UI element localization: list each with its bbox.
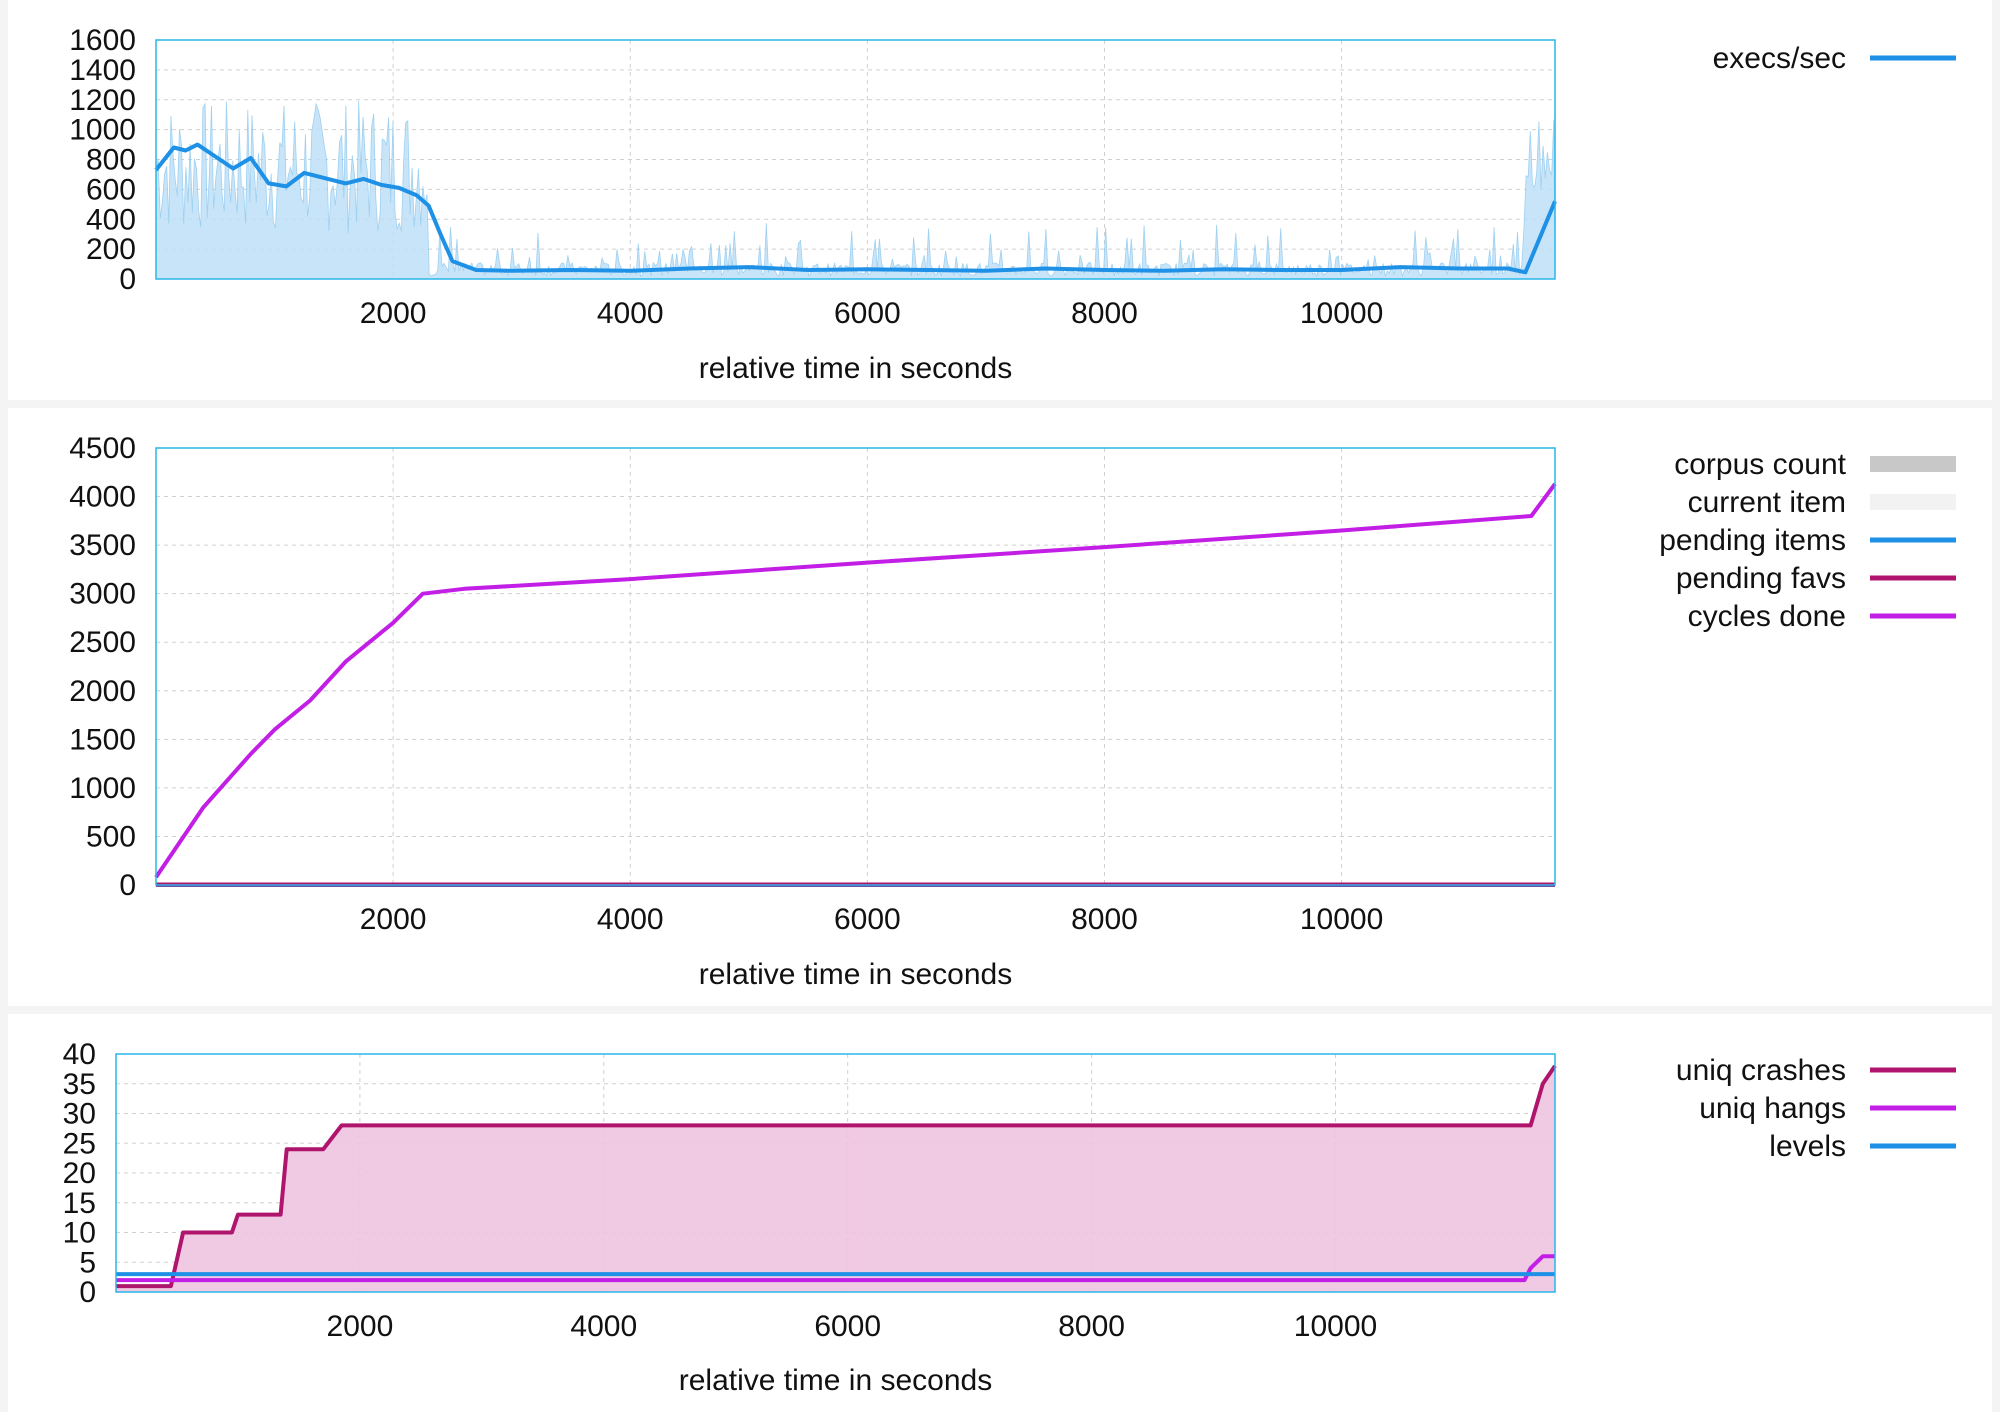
x-tick-label: 2000	[360, 903, 427, 936]
y-tick-label: 35	[63, 1068, 96, 1101]
y-tick-label: 20	[63, 1157, 96, 1190]
y-tick-label: 5	[79, 1246, 96, 1279]
x-tick-label: 2000	[327, 1310, 394, 1343]
execs-raw-area	[155, 100, 1556, 280]
legend-swatch	[1870, 1067, 1956, 1073]
y-tick-label: 4000	[69, 481, 136, 514]
y-tick-label: 30	[63, 1098, 96, 1131]
legend-swatch	[1870, 575, 1956, 581]
y-tick-label: 600	[86, 173, 136, 206]
series-line-uniq-hangs	[116, 1254, 1555, 1283]
y-tick-label: 2500	[69, 626, 136, 659]
y-tick-label: 40	[63, 1038, 96, 1071]
legend-label: pending items	[1659, 524, 1846, 557]
y-tick-label: 500	[86, 820, 136, 853]
y-tick-label: 0	[119, 869, 136, 902]
series-line-cycles-done	[154, 482, 1557, 879]
legend-label: levels	[1769, 1130, 1846, 1163]
x-tick-label: 6000	[814, 1310, 881, 1343]
legend-swatch	[1870, 456, 1956, 472]
corpus-chart-panel: 0 500 1000 1500 2000 2500 3000 3500 4000 4500 2000…	[8, 408, 1992, 1006]
execs-chart-panel: 0 200 400 600 800 1000 1200 1400 1600 2000 4000 600…	[8, 0, 1992, 400]
legend-label: corpus count	[1674, 448, 1846, 481]
y-tick-label: 800	[86, 144, 136, 177]
legend-swatch	[1870, 1105, 1956, 1111]
y-tick-label: 1200	[69, 84, 136, 117]
y-tick-label: 10	[63, 1217, 96, 1250]
x-axis-label: relative time in seconds	[679, 1364, 992, 1397]
legend-swatch	[1870, 537, 1956, 543]
y-tick-label: 1400	[69, 54, 136, 87]
y-tick-label: 200	[86, 233, 136, 266]
y-tick-label: 1600	[69, 24, 136, 57]
legend-label: uniq crashes	[1676, 1054, 1846, 1087]
legend-swatch	[1870, 494, 1956, 510]
legend-label: pending favs	[1676, 562, 1846, 595]
y-tick-label: 3500	[69, 529, 136, 562]
x-tick-label: 10000	[1300, 297, 1383, 330]
legend-label: execs/sec	[1713, 42, 1846, 75]
series-line-execs-per-sec	[154, 142, 1557, 275]
y-tick-label: 400	[86, 203, 136, 236]
legend-swatch	[1870, 55, 1956, 61]
crashes-chart-panel: 0 5 10 15 20 25 30 35 40 2000 4000 6000 8000 10000 rel…	[8, 1014, 1992, 1412]
x-tick-label: 8000	[1071, 297, 1138, 330]
y-tick-label: 1000	[69, 114, 136, 147]
y-tick-label: 1000	[69, 772, 136, 805]
x-tick-label: 8000	[1071, 903, 1138, 936]
plot-frame	[155, 447, 1556, 886]
legend-swatch	[1870, 613, 1956, 619]
x-axis-label: relative time in seconds	[699, 352, 1012, 385]
plot-frame	[115, 1053, 1556, 1293]
x-tick-label: 4000	[570, 1310, 637, 1343]
y-tick-label: 2000	[69, 675, 136, 708]
y-tick-label: 1500	[69, 723, 136, 756]
y-tick-label: 15	[63, 1187, 96, 1220]
corpus-chart: 0 500 1000 1500 2000 2500 3000 3500 4000 4500 2000…	[69, 432, 1956, 991]
y-tick-label: 4500	[69, 432, 136, 465]
x-tick-label: 8000	[1058, 1310, 1125, 1343]
legend: uniq crashes uniq hangs levels	[1676, 1054, 1956, 1163]
series-line-uniq-crashes	[116, 1064, 1557, 1289]
crashes-area	[116, 1065, 1555, 1292]
x-tick-label: 4000	[597, 297, 664, 330]
x-tick-label: 6000	[834, 297, 901, 330]
plot-frame	[155, 39, 1556, 280]
legend-swatch	[1870, 1143, 1956, 1149]
x-tick-label: 6000	[834, 903, 901, 936]
y-tick-label: 25	[63, 1127, 96, 1160]
x-tick-label: 4000	[597, 903, 664, 936]
x-axis-label: relative time in seconds	[699, 958, 1012, 991]
legend-label: cycles done	[1688, 600, 1846, 633]
x-tick-label: 10000	[1294, 1310, 1377, 1343]
y-tick-label: 3000	[69, 578, 136, 611]
legend: execs/sec	[1713, 42, 1956, 75]
legend: corpus count current item pending items pen…	[1659, 448, 1956, 633]
y-tick-label: 0	[79, 1276, 96, 1309]
y-tick-label: 0	[119, 263, 136, 296]
x-tick-label: 10000	[1300, 903, 1383, 936]
legend-label: uniq hangs	[1699, 1092, 1846, 1125]
legend-label: current item	[1688, 486, 1846, 519]
x-tick-label: 2000	[360, 297, 427, 330]
